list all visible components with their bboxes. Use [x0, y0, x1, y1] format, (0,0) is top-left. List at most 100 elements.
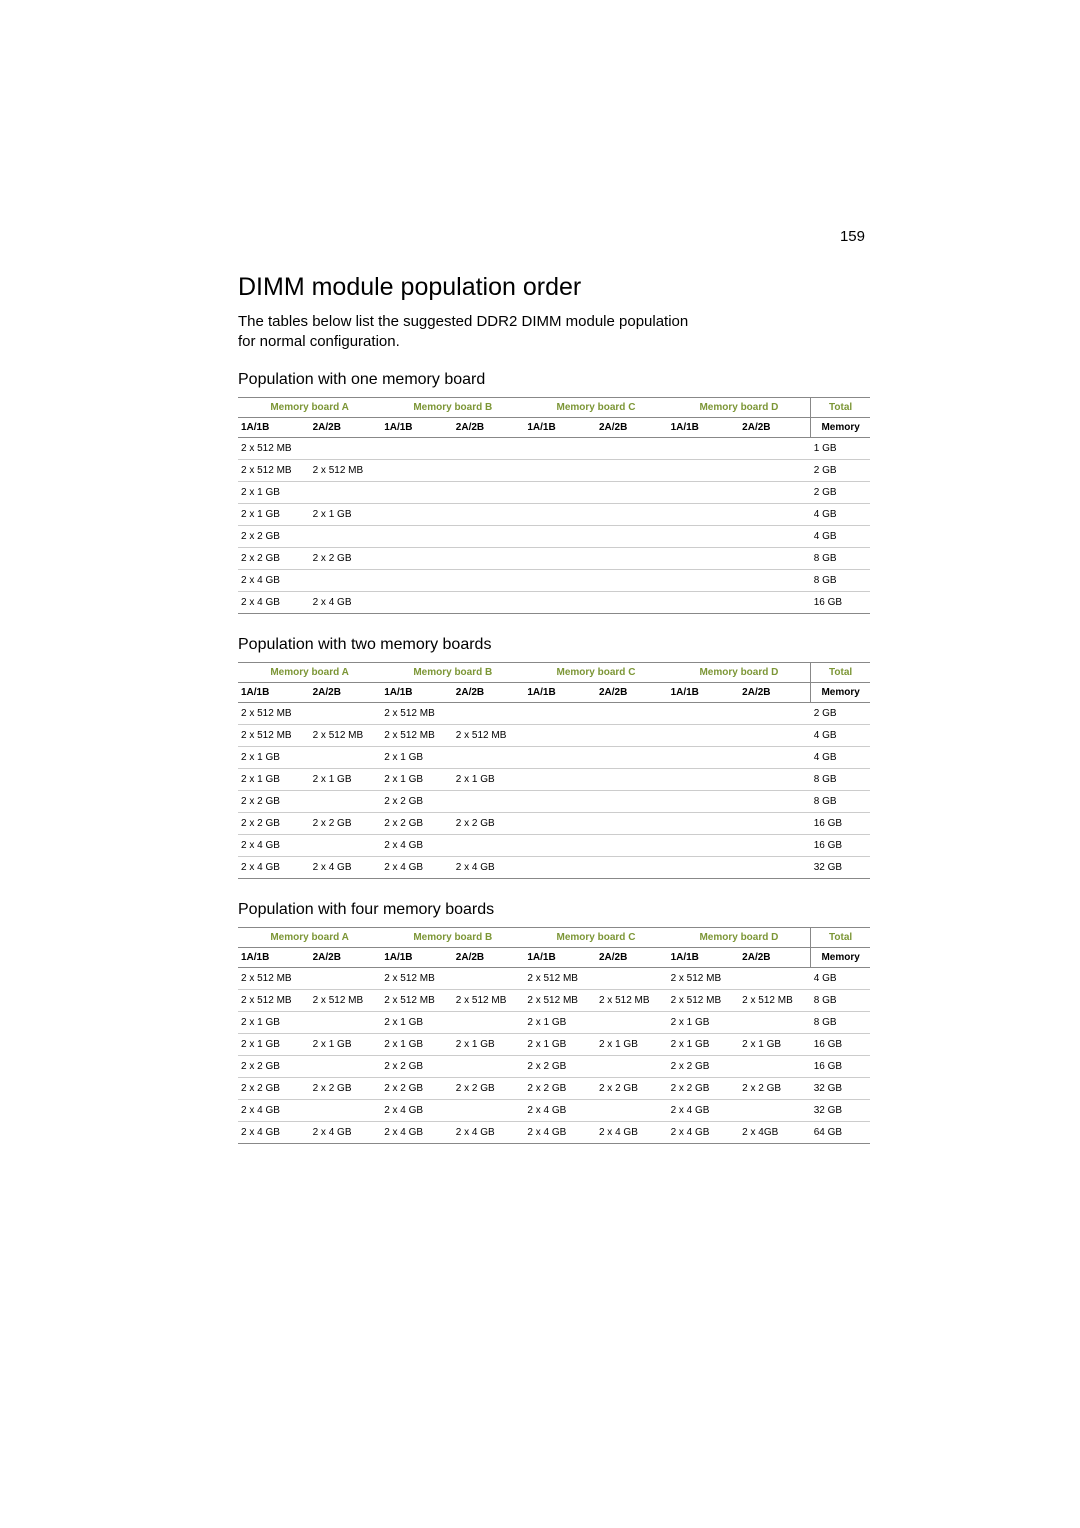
slot-cell: 2 x 512 MB [524, 967, 596, 989]
total-cell: 4 GB [811, 746, 870, 768]
slot-header: 2A/2B [453, 417, 525, 437]
slot-cell [310, 437, 382, 459]
total-cell: 8 GB [811, 768, 870, 790]
slot-cell: 2 x 1 GB [238, 503, 310, 525]
slot-cell: 2 x 512 MB [668, 989, 740, 1011]
slot-cell: 2 x 512 MB [310, 989, 382, 1011]
slot-cell: 2 x 4 GB [381, 1121, 453, 1143]
slot-cell [668, 591, 740, 613]
slot-cell: 2 x 4 GB [381, 1099, 453, 1121]
slot-header: 1A/1B [524, 682, 596, 702]
slot-header: 2A/2B [739, 947, 811, 967]
slot-cell: 2 x 512 MB [238, 459, 310, 481]
slot-cell: 2 x 512 MB [453, 724, 525, 746]
slot-cell [668, 481, 740, 503]
slot-cell [453, 437, 525, 459]
board-header: Memory board B [381, 397, 524, 417]
slot-cell: 2 x 4 GB [453, 856, 525, 878]
slot-cell [739, 591, 811, 613]
slot-header: 2A/2B [453, 947, 525, 967]
slot-cell [739, 481, 811, 503]
page: 159 DIMM module population order The tab… [0, 0, 1080, 1528]
slot-cell: 2 x 1 GB [668, 1011, 740, 1033]
slot-cell [524, 459, 596, 481]
slot-cell [668, 724, 740, 746]
slot-cell [453, 702, 525, 724]
slot-cell [668, 525, 740, 547]
slot-cell: 2 x 512 MB [524, 989, 596, 1011]
slot-header: 2A/2B [453, 682, 525, 702]
total-header: Total [811, 927, 870, 947]
slot-cell [310, 1099, 382, 1121]
slot-cell [453, 459, 525, 481]
slot-cell [596, 856, 668, 878]
slot-cell [739, 834, 811, 856]
slot-cell [310, 481, 382, 503]
slot-cell: 2 x 4GB [739, 1121, 811, 1143]
table-row: 2 x 2 GB2 x 2 GB8 GB [238, 790, 870, 812]
total-cell: 8 GB [811, 569, 870, 591]
total-cell: 16 GB [811, 834, 870, 856]
slot-header: 1A/1B [238, 682, 310, 702]
slot-cell [453, 746, 525, 768]
slot-cell [739, 812, 811, 834]
table-row: 2 x 1 GB2 x 1 GB2 x 1 GB2 x 1 GB8 GB [238, 768, 870, 790]
table-row: 2 x 512 MB2 x 512 MB2 GB [238, 702, 870, 724]
slot-cell [453, 503, 525, 525]
board-header: Memory board B [381, 662, 524, 682]
total-header: Total [811, 397, 870, 417]
slot-cell: 2 x 4 GB [238, 856, 310, 878]
slot-cell [524, 437, 596, 459]
slot-cell: 2 x 1 GB [310, 768, 382, 790]
slot-cell [739, 724, 811, 746]
table-row: 2 x 2 GB4 GB [238, 525, 870, 547]
table-row: 2 x 1 GB2 x 1 GB4 GB [238, 746, 870, 768]
slot-cell: 2 x 1 GB [739, 1033, 811, 1055]
slot-cell: 2 x 2 GB [596, 1077, 668, 1099]
table-row: 2 x 512 MB2 x 512 MB2 x 512 MB2 x 512 MB… [238, 989, 870, 1011]
table-row: 2 x 1 GB2 x 1 GB4 GB [238, 503, 870, 525]
slot-header: 1A/1B [381, 682, 453, 702]
slot-cell: 2 x 2 GB [310, 812, 382, 834]
slot-cell: 2 x 1 GB [381, 1033, 453, 1055]
total-cell: 1 GB [811, 437, 870, 459]
board-header: Memory board A [238, 662, 381, 682]
table-row: 2 x 4 GB2 x 4 GB2 x 4 GB2 x 4 GB32 GB [238, 1099, 870, 1121]
slot-cell: 2 x 2 GB [238, 547, 310, 569]
table-row: 2 x 2 GB2 x 2 GB8 GB [238, 547, 870, 569]
total-subheader: Memory [811, 417, 870, 437]
slot-cell: 2 x 2 GB [381, 1077, 453, 1099]
slot-cell [310, 746, 382, 768]
slot-cell: 2 x 512 MB [238, 702, 310, 724]
total-cell: 32 GB [811, 856, 870, 878]
slot-cell: 2 x 1 GB [596, 1033, 668, 1055]
slot-cell [596, 459, 668, 481]
slot-cell [739, 1011, 811, 1033]
slot-cell: 2 x 4 GB [238, 834, 310, 856]
slot-cell [524, 591, 596, 613]
slot-cell [596, 746, 668, 768]
slot-header: 2A/2B [596, 682, 668, 702]
board-header: Memory board A [238, 397, 381, 417]
slot-cell: 2 x 512 MB [238, 989, 310, 1011]
slot-cell [668, 812, 740, 834]
memory-population-table: Memory board AMemory board BMemory board… [238, 927, 870, 1144]
table-row: 2 x 4 GB2 x 4 GB2 x 4 GB2 x 4 GB32 GB [238, 856, 870, 878]
slot-header: 1A/1B [238, 417, 310, 437]
page-title: DIMM module population order [238, 273, 870, 302]
slot-cell: 2 x 1 GB [453, 1033, 525, 1055]
slot-cell [739, 746, 811, 768]
slot-cell [596, 503, 668, 525]
table-row: 2 x 512 MB1 GB [238, 437, 870, 459]
slot-cell [381, 481, 453, 503]
slot-cell: 2 x 1 GB [524, 1011, 596, 1033]
slot-cell [596, 1011, 668, 1033]
slot-cell [739, 503, 811, 525]
slot-cell: 2 x 2 GB [524, 1077, 596, 1099]
slot-cell [668, 702, 740, 724]
slot-cell [596, 967, 668, 989]
slot-cell: 2 x 512 MB [381, 724, 453, 746]
slot-cell [453, 1055, 525, 1077]
slot-cell [310, 1011, 382, 1033]
memory-population-table: Memory board AMemory board BMemory board… [238, 662, 870, 879]
